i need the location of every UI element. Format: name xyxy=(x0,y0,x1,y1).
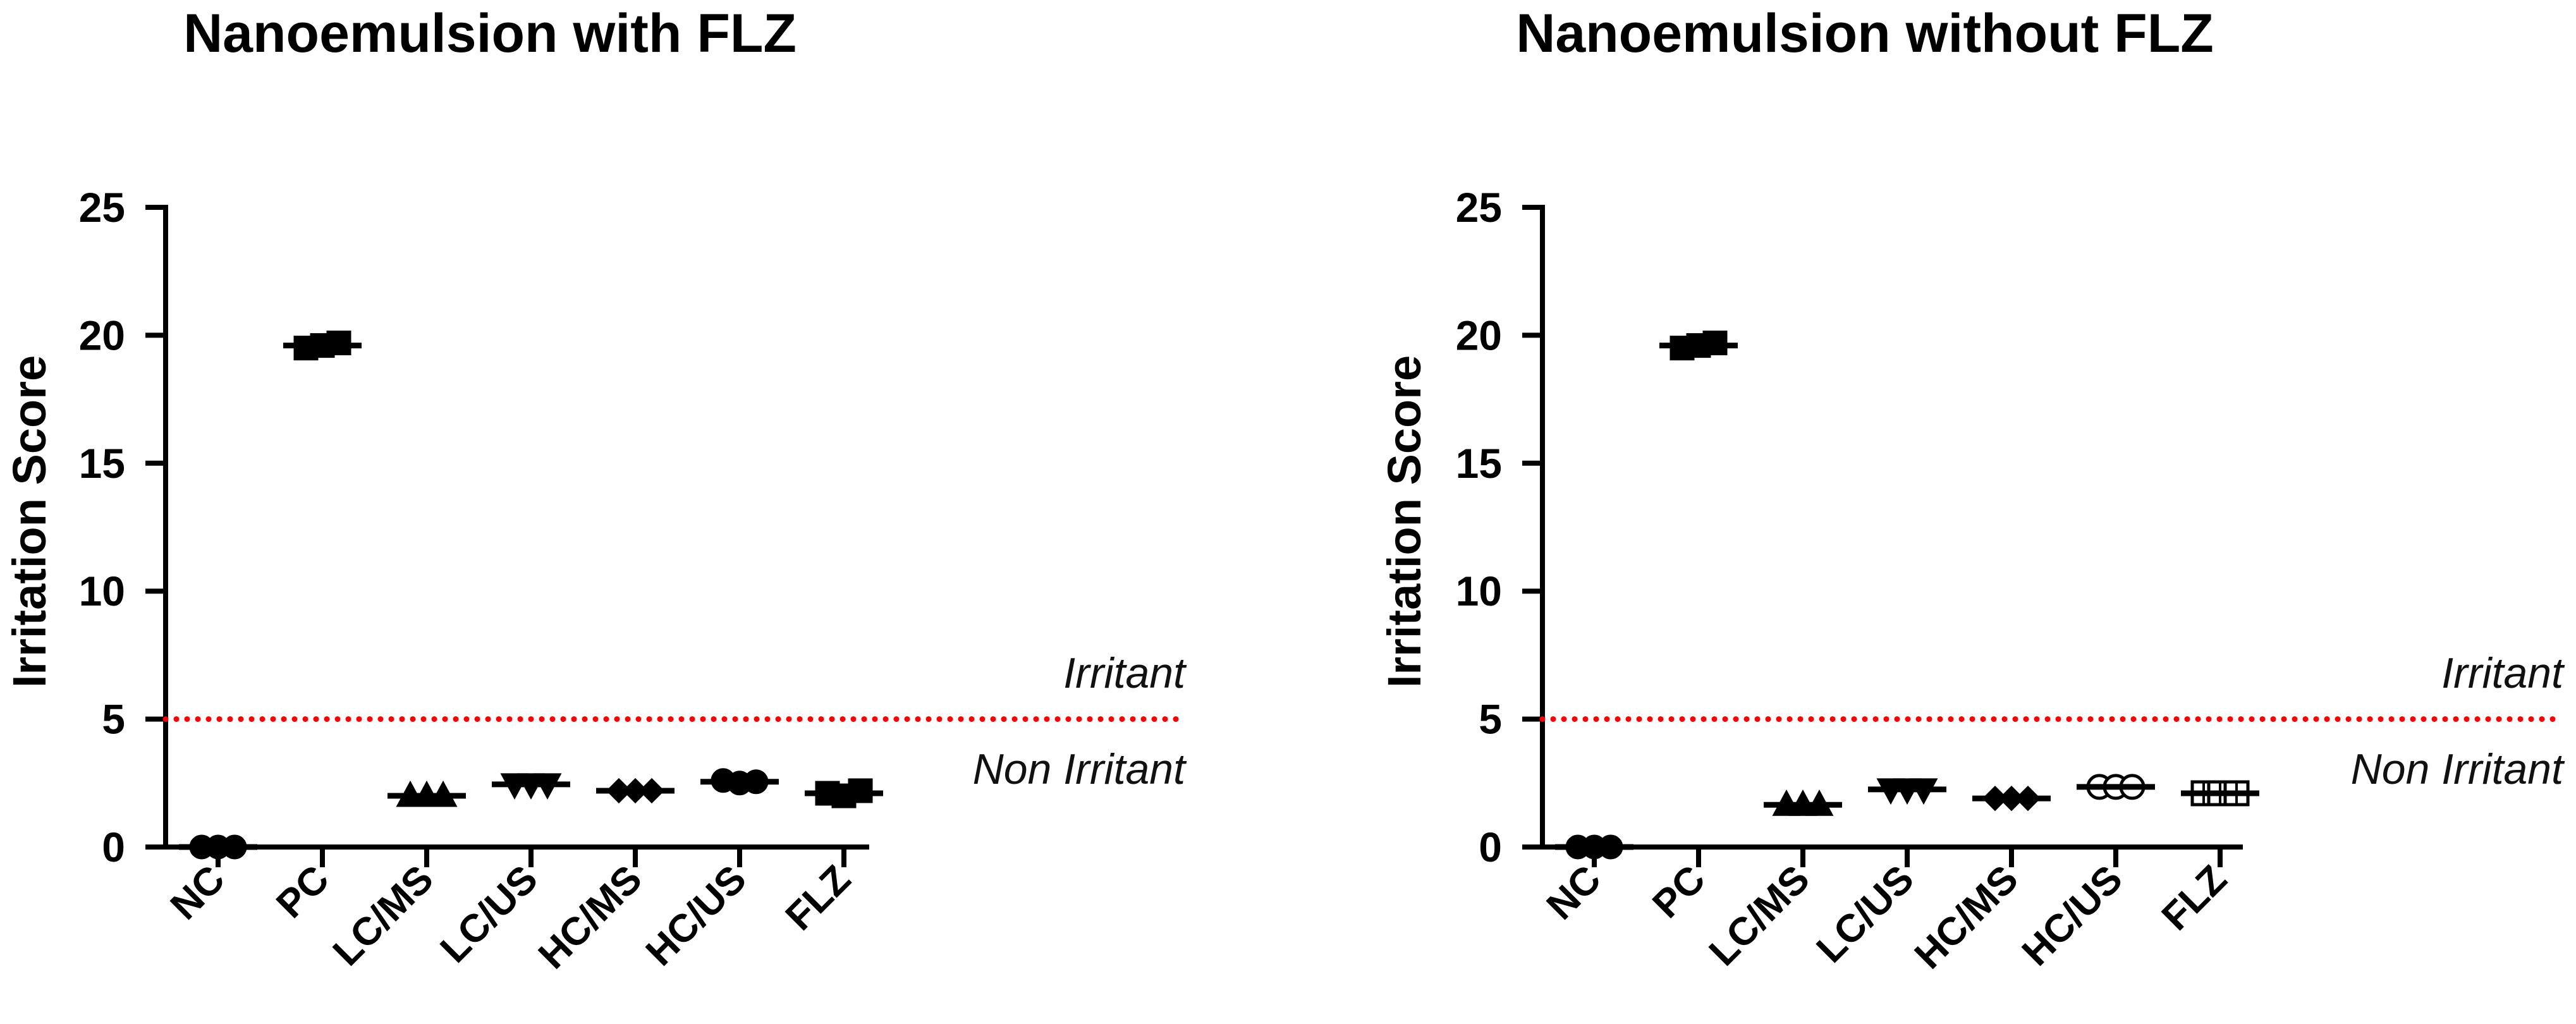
y-tick-label: 25 xyxy=(79,184,125,231)
x-tick-label: HC/US xyxy=(2014,857,2131,974)
x-tick-label: HC/MS xyxy=(1907,857,2027,977)
panel-with-flz: Nanoemulsion with FLZ Irritation Score I… xyxy=(3,3,1188,977)
y-tick-label: 5 xyxy=(1479,696,1502,743)
y-tick-label: 0 xyxy=(1479,824,1502,870)
y-axis-label: Irritation Score xyxy=(1378,355,1431,688)
y-tick-label: 10 xyxy=(1456,568,1502,614)
irritant-label: Irritant xyxy=(1063,649,1187,697)
x-tick-label: HC/US xyxy=(638,857,755,974)
y-tick-label: 20 xyxy=(79,312,125,358)
y-tick-label: 25 xyxy=(1456,184,1502,231)
chart-title: Nanoemulsion with FLZ xyxy=(183,3,797,64)
y-tick-label: 10 xyxy=(79,568,125,614)
panel-without-flz: Nanoemulsion without FLZ Irritation Scor… xyxy=(1378,3,2567,977)
x-tick-label: NC xyxy=(1539,857,1609,928)
x-tick-label: LC/MS xyxy=(1701,857,1818,974)
y-tick-label: 15 xyxy=(1456,440,1502,487)
y-tick-label: 0 xyxy=(102,824,125,870)
x-tick-label: LC/US xyxy=(432,857,546,971)
x-tick-label: PC xyxy=(268,857,338,927)
chart-title: Nanoemulsion without FLZ xyxy=(1516,3,2214,64)
non-irritant-label: Non Irritant xyxy=(973,745,1187,793)
y-tick-label: 5 xyxy=(102,696,125,743)
x-tick-label: HC/MS xyxy=(530,857,650,977)
y-tick-label: 15 xyxy=(79,440,125,487)
x-tick-label: NC xyxy=(162,857,233,928)
non-irritant-label: Non Irritant xyxy=(2351,745,2565,793)
y-tick-label: 20 xyxy=(1456,312,1502,358)
x-tick-label: FLZ xyxy=(778,857,859,939)
x-tick-label: PC xyxy=(1644,857,1714,927)
x-tick-label: LC/US xyxy=(1809,857,1922,971)
irritant-label: Irritant xyxy=(2441,649,2565,697)
x-tick-label: LC/MS xyxy=(325,857,442,974)
y-axis-label: Irritation Score xyxy=(3,355,56,688)
x-tick-label: FLZ xyxy=(2154,857,2235,939)
